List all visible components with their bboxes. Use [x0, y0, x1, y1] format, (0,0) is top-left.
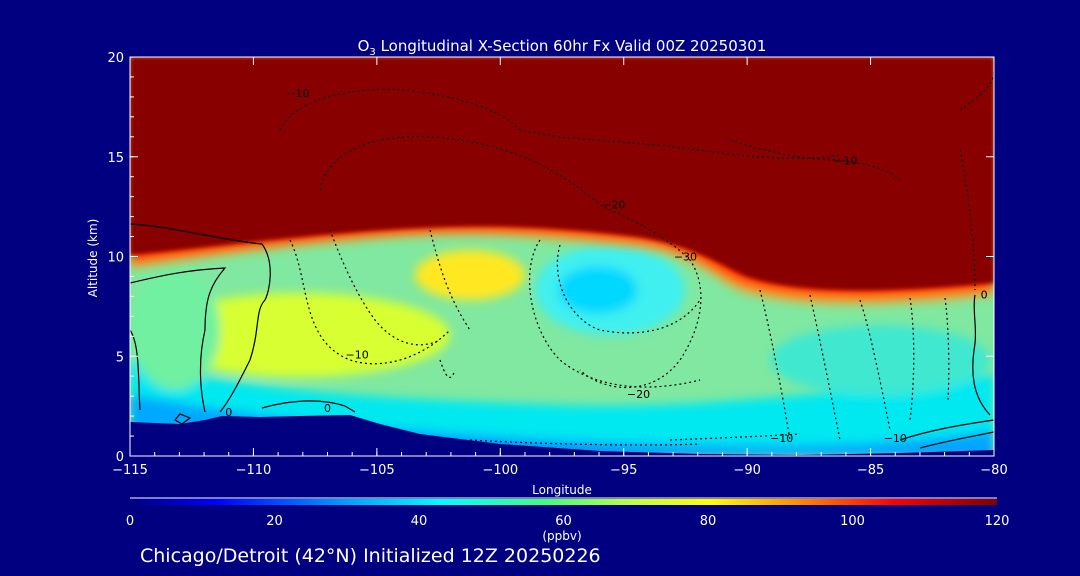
y-tick-label: 10 [107, 251, 124, 266]
colorbar-tick-label: 60 [555, 514, 572, 529]
colorbar-tick-label: 20 [266, 514, 283, 529]
x-tick-label: −100 [482, 463, 518, 478]
contour-label: −10 [345, 348, 368, 361]
x-tick-label: −80 [980, 463, 1007, 478]
contour-label: −30 [674, 251, 697, 264]
x-axis: −115 −110 −105 −100 −95 −90 −85 −80 [112, 57, 1008, 478]
y-tick-label: 0 [116, 450, 124, 465]
chart-title: O3 Longitudinal X-Section 60hr Fx Valid … [358, 37, 767, 58]
colorbar-tick-label: 120 [985, 514, 1010, 529]
x-tick-label: −105 [359, 463, 395, 478]
colorbar-unit-label: (ppbv) [542, 529, 581, 543]
x-axis-label: Longitude [532, 483, 592, 497]
colorbar-tick-label: 80 [700, 514, 717, 529]
y-axis-label: Altitude (km) [86, 219, 100, 298]
contour-label: 0 [324, 402, 331, 415]
contour-label: −20 [627, 388, 650, 401]
contour-label: 0 [981, 288, 988, 301]
contour-label: −10 [770, 432, 793, 445]
contour-label: −10 [286, 87, 309, 100]
y-axis: 0 5 10 15 20 [107, 51, 994, 465]
contour-label: −10 [884, 432, 907, 445]
colorbar-ticks: 0 20 40 60 80 100 120 [126, 514, 1010, 529]
y-tick-label: 15 [107, 151, 124, 166]
terrain-mask [130, 415, 994, 456]
contour-label: 0 [225, 406, 232, 419]
y-tick-label: 20 [107, 51, 124, 66]
x-tick-label: −115 [112, 463, 148, 478]
x-tick-label: −95 [610, 463, 637, 478]
contour-label: −10 [834, 155, 857, 168]
contour-lines [130, 69, 994, 449]
x-tick-label: −110 [236, 463, 272, 478]
contour-label: −20 [602, 199, 625, 212]
y-tick-label: 5 [116, 350, 124, 365]
colorbar-tick-label: 100 [840, 514, 865, 529]
ozone-field: −10 −10 −20 −30 −10 −20 −10 −10 0 0 0 [130, 57, 994, 456]
contour-labels: −10 −10 −20 −30 −10 −20 −10 −10 0 0 0 [225, 87, 987, 445]
footer-caption: Chicago/Detroit (42°N) Initialized 12Z 2… [140, 545, 601, 567]
colorbar-tick-label: 0 [126, 514, 134, 529]
colorbar [130, 499, 997, 505]
x-tick-label: −90 [733, 463, 760, 478]
x-tick-label: −85 [857, 463, 884, 478]
colorbar-tick-label: 40 [411, 514, 428, 529]
